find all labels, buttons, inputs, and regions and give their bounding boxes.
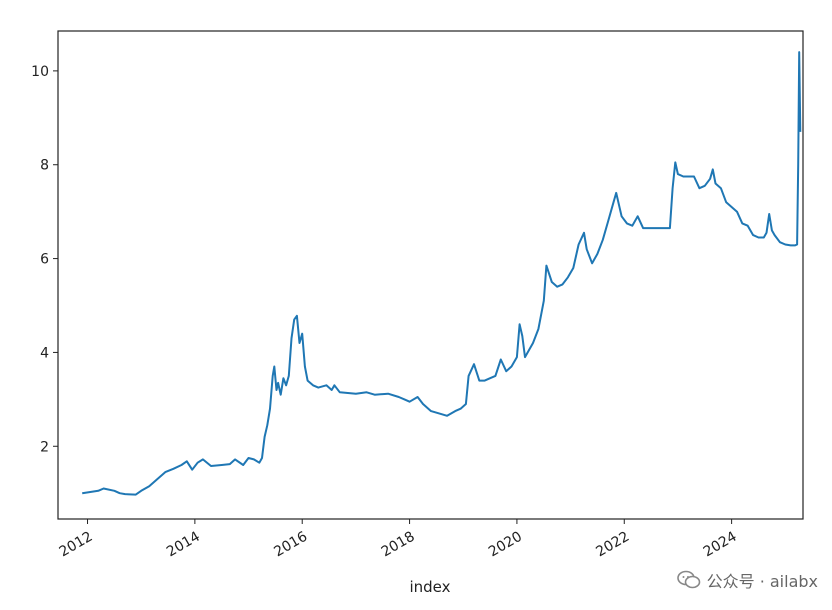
x-tick-label: 2016 (271, 529, 310, 561)
y-tick-label: 8 (40, 158, 49, 174)
x-tick-label: 2012 (57, 529, 96, 561)
x-tick-label: 2020 (486, 529, 525, 561)
x-axis: 2012 2014 2016 2018 2020 2022 2024 (57, 519, 740, 560)
x-tick-label: 2018 (379, 529, 418, 561)
y-tick-label: 2 (40, 439, 49, 455)
y-tick-label: 4 (40, 345, 49, 361)
x-tick-label: 2024 (701, 529, 740, 561)
x-axis-title: index (409, 578, 450, 596)
x-tick-label: 2014 (164, 529, 203, 561)
y-axis: 2 4 6 8 10 (31, 64, 58, 455)
watermark: 公众号 · ailabx (676, 568, 818, 592)
watermark-text: 公众号 · ailabx (706, 572, 818, 591)
wechat-icon (676, 570, 700, 589)
plot-area (57, 30, 804, 520)
x-tick-label: 2022 (593, 529, 632, 561)
series-line (82, 51, 802, 496)
y-tick-label: 6 (40, 252, 49, 268)
y-tick-label: 10 (31, 64, 49, 80)
